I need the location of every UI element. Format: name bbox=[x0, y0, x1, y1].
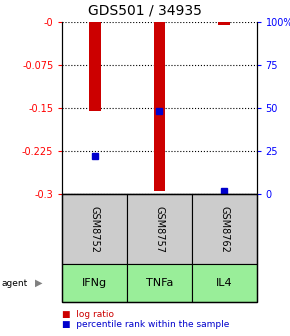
Text: ■  percentile rank within the sample: ■ percentile rank within the sample bbox=[62, 320, 230, 329]
Text: agent: agent bbox=[1, 279, 28, 288]
Text: ▶: ▶ bbox=[35, 278, 42, 288]
Text: TNFa: TNFa bbox=[146, 278, 173, 288]
Text: GSM8752: GSM8752 bbox=[90, 206, 100, 252]
Text: GDS501 / 34935: GDS501 / 34935 bbox=[88, 4, 202, 18]
Text: GSM8757: GSM8757 bbox=[155, 206, 164, 252]
Text: IFNg: IFNg bbox=[82, 278, 107, 288]
Text: GSM8762: GSM8762 bbox=[219, 206, 229, 252]
Bar bbox=[154, 22, 165, 191]
Text: ■  log ratio: ■ log ratio bbox=[62, 309, 114, 319]
Bar bbox=[218, 22, 230, 25]
Text: IL4: IL4 bbox=[216, 278, 233, 288]
Bar bbox=[89, 22, 101, 111]
